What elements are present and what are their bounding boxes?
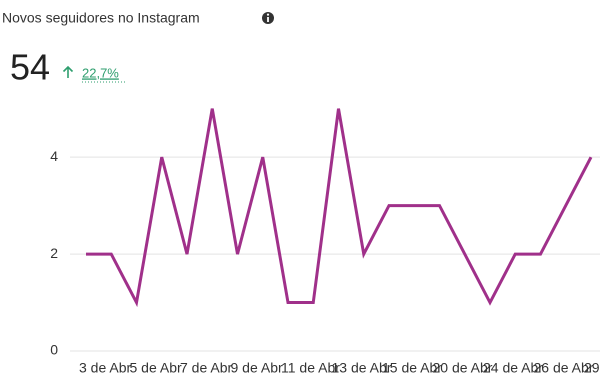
y-tick-label: 2 (50, 245, 58, 261)
line (86, 108, 593, 308)
up-arrow (62, 65, 74, 78)
x-tick-label: 3 de Abr (79, 360, 131, 376)
y-tick-label: 4 (50, 148, 58, 164)
x-tick-label: 29 de Abr (584, 360, 603, 376)
x-tick-label: 9 de Abr (231, 360, 283, 376)
x-tick-label: 7 de Abr (180, 360, 232, 376)
x-tick-label: 24 de Abr (483, 360, 543, 376)
x-tick-label: 11 de Abr (281, 360, 340, 376)
title: Novos seguidores no Instagram (2, 10, 200, 26)
x-tick-label: 5 de Abr (130, 360, 182, 376)
x-tick-label: 26 de Abr (534, 360, 594, 376)
x-tick-label: 13 de Abr (332, 360, 392, 376)
x-tick-label: 20 de Abr (433, 360, 493, 376)
y-tick-label: 0 (50, 342, 58, 358)
x-tick-label: 15 de Abr (382, 360, 442, 376)
change: 22,7% (82, 65, 119, 80)
total: 54 (10, 47, 50, 88)
info-icon (262, 12, 274, 24)
